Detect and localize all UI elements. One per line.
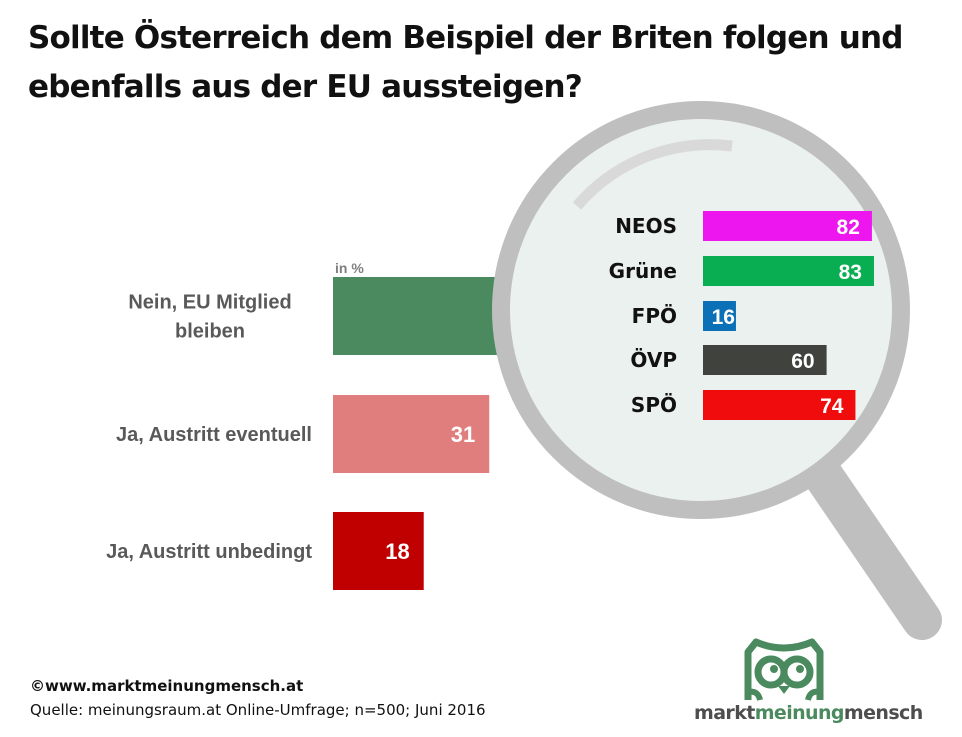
party-bar-0 (703, 211, 872, 241)
logo-part-markt: markt (694, 702, 755, 724)
party-bar-2 (703, 301, 736, 331)
party-label-2: FPÖ (632, 304, 677, 328)
logo: marktmeinungmensch (690, 638, 950, 728)
category-label-2: Ja, Austritt unbedingt (106, 541, 312, 563)
magnifier-lens (492, 101, 910, 519)
logo-part-mensch: mensch (843, 702, 923, 724)
party-value-label-3: 60 (791, 350, 814, 373)
value-label-1: 31 (451, 422, 475, 447)
category-label-0: Nein, EU Mitglied bleiben (128, 292, 291, 343)
magnifier-glare (572, 139, 733, 210)
party-bar-3 (703, 345, 827, 375)
party-label-1: Grüne (609, 259, 677, 283)
party-bar-chart: 82 NEOS 83 Grüne 16 FPÖ 60 ÖVP 74 SPÖ (609, 211, 874, 420)
magnifier-handle (798, 448, 942, 640)
source-text: Quelle: meinungsraum.at Online-Umfrage; … (30, 701, 486, 719)
bar-1 (333, 395, 490, 473)
party-value-label-1: 83 (839, 261, 862, 284)
unit-label: in % (335, 260, 364, 276)
party-bar-1 (703, 256, 874, 286)
category-label-1: Ja, Austritt eventuell (116, 424, 312, 446)
party-label-3: ÖVP (630, 348, 677, 372)
owl-icon (744, 638, 824, 701)
party-bar-4 (703, 390, 856, 420)
party-value-label-4: 74 (820, 395, 844, 418)
logo-wordmark: marktmeinungmensch (694, 702, 923, 724)
chart-title: Sollte Österreich dem Beispiel der Brite… (28, 20, 903, 105)
copyright-text: ©www.marktmeinungmensch.at (30, 677, 304, 695)
party-value-label-0: 82 (837, 216, 860, 239)
party-value-label-2: 16 (712, 306, 735, 329)
value-label-2: 18 (385, 539, 409, 564)
bar-2 (333, 512, 424, 590)
party-label-4: SPÖ (631, 393, 677, 417)
party-label-0: NEOS (615, 214, 677, 238)
logo-part-meinung: meinung (754, 702, 845, 724)
